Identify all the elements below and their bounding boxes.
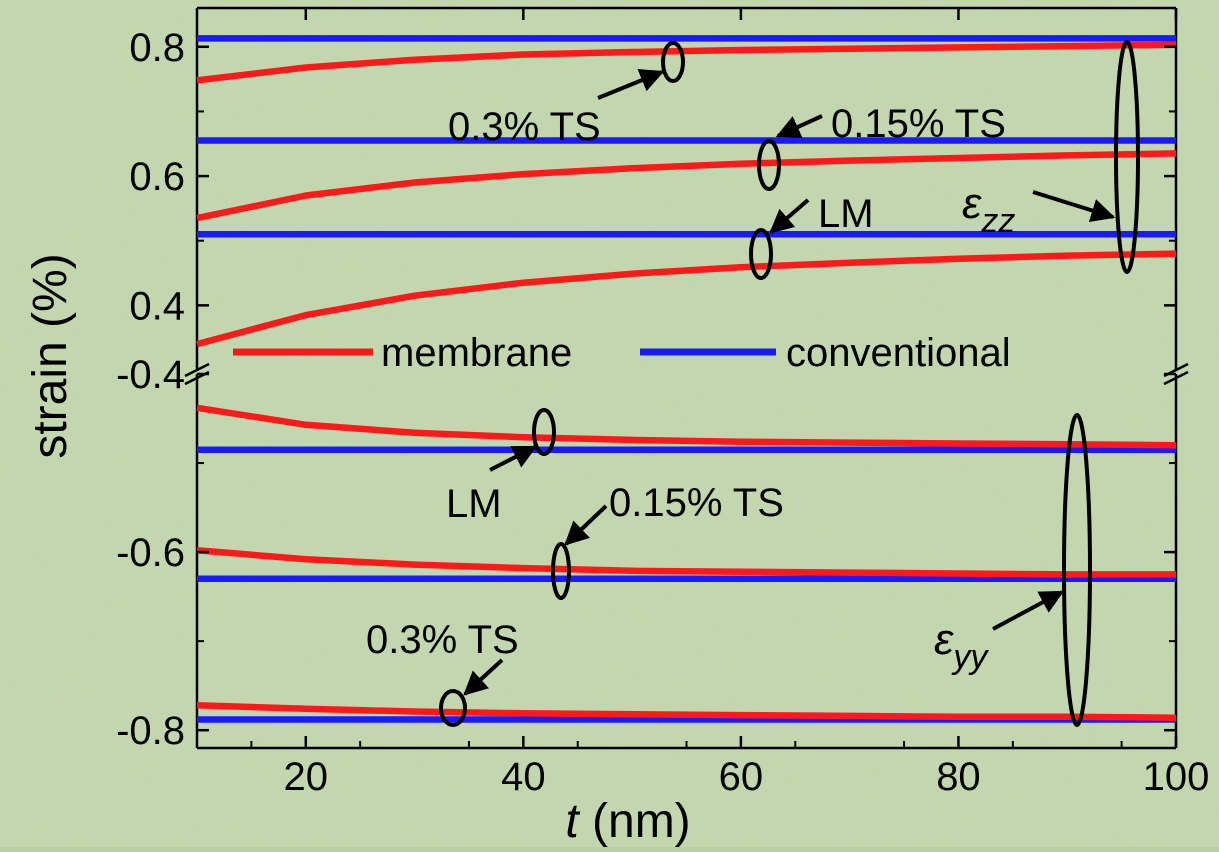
series-line-lower-membrane-9: [196, 404, 1177, 449]
series-line-lower-membrane-10: [196, 547, 1176, 578]
x-axis-title-variable: t: [565, 795, 580, 847]
axis-break-right-b: [1163, 370, 1189, 386]
x-tick-label-40: 40: [501, 755, 546, 799]
legend: membrane conventional: [233, 331, 1011, 375]
lower-ts015-label: 0.15% TS: [609, 481, 784, 525]
y-upper-tick-label-0: 0.4: [129, 284, 185, 328]
eyy-symbol: ε: [934, 615, 954, 664]
upper-ts015-marker-ellipse: [757, 139, 781, 191]
x-axis-title-unit: (nm): [579, 795, 691, 847]
x-tick-label-100: 100: [1143, 755, 1210, 799]
eyy-label: εyy: [934, 615, 989, 676]
annotations: [439, 40, 1140, 727]
x-tick-label-20: 20: [284, 755, 329, 799]
axes-layer: 20 40 60 80 100 0.4 0.6 0.8 -0.4 -0.6 -0.8: [116, 8, 1209, 799]
lower-ts03-label: 0.3% TS: [366, 618, 519, 662]
upper-ts03-marker-ellipse: [661, 41, 685, 83]
series-line-upper-membrane-3: [196, 41, 1177, 84]
lower-lm-marker-ellipse: [532, 408, 556, 456]
series-line-upper-membrane-5: [196, 250, 1177, 348]
ezz-label: εzz: [962, 179, 1015, 240]
lower-ts03-marker-ellipse: [439, 689, 467, 727]
upper-ts03-arrow: [597, 69, 665, 100]
series-layer: [196, 35, 1177, 723]
y-lower-tick-label-2: -0.8: [116, 709, 185, 753]
eyy-arrow: [992, 590, 1065, 631]
x-tick-label-60: 60: [719, 755, 764, 799]
y-lower-tick-label-1: -0.6: [116, 531, 185, 575]
y-axis-title: strain (%): [24, 253, 77, 458]
axis-break-left-a: [184, 362, 210, 378]
upper-lm-label: LM: [818, 192, 874, 236]
y-upper-tick-label-1: 0.6: [129, 155, 185, 199]
lower-ts015-arrow: [564, 504, 608, 546]
eyy-subscript: yy: [951, 638, 989, 676]
ezz-group-ellipse: [1114, 40, 1140, 274]
y-lower-tick-label-0: -0.4: [116, 353, 185, 397]
legend-label-conventional: conventional: [786, 331, 1011, 375]
legend-label-membrane: membrane: [381, 331, 572, 375]
x-tick-label-80: 80: [936, 755, 981, 799]
upper-lm-arrow: [769, 198, 810, 234]
y-upper-tick-label-2: 0.8: [129, 26, 185, 70]
ezz-symbol: ε: [962, 179, 982, 228]
series-line-lower-membrane-11: [196, 702, 1177, 721]
upper-ts03-label: 0.3% TS: [448, 105, 601, 149]
lower-ts015-marker-ellipse: [551, 542, 571, 600]
eyy-group-ellipse: [1062, 413, 1092, 727]
upper-ts015-label: 0.15% TS: [831, 102, 1006, 146]
lower-ts03-arrow: [463, 658, 504, 696]
upper-lm-marker-ellipse: [749, 228, 773, 280]
lower-lm-label: LM: [446, 482, 502, 526]
ezz-arrow: [1032, 190, 1116, 223]
series-line-upper-membrane-4: [196, 150, 1177, 222]
ezz-subscript: zz: [980, 202, 1015, 240]
upper-ts015-arrow: [775, 114, 823, 138]
x-axis-title: t (nm): [565, 795, 690, 847]
lower-lm-arrow: [489, 445, 538, 472]
